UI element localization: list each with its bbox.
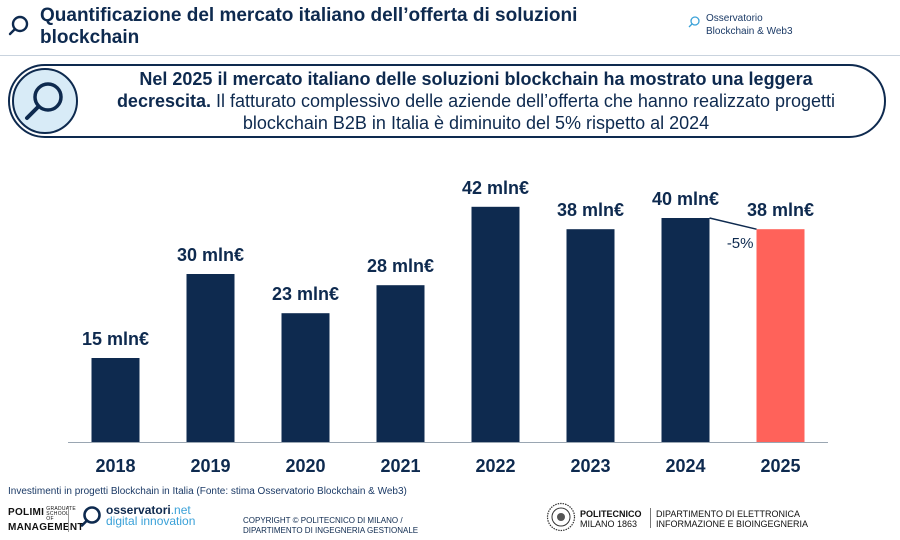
change-annotation: -5% bbox=[727, 235, 754, 252]
x-tick-2021: 2021 bbox=[380, 456, 420, 476]
change-connector bbox=[709, 217, 757, 230]
data-label-2021: 28 mln€ bbox=[367, 256, 434, 276]
bar-2024 bbox=[661, 218, 710, 442]
politecnico-seal-icon bbox=[546, 502, 576, 532]
insight-icon-badge bbox=[12, 68, 78, 134]
insight-text: Nel 2025 il mercato italiano delle soluz… bbox=[96, 68, 856, 134]
data-label-2020: 23 mln€ bbox=[272, 284, 339, 304]
search-icon bbox=[25, 82, 63, 120]
observatory-brand: Osservatorio Blockchain & Web3 bbox=[688, 12, 793, 38]
bar-2023 bbox=[566, 229, 615, 442]
insight-banner bbox=[8, 64, 886, 138]
osservatori-name: osservatori bbox=[106, 503, 171, 517]
data-label-2025: 38 mln€ bbox=[747, 200, 814, 220]
footer-divider-2 bbox=[650, 508, 651, 528]
magnifier-logo-icon bbox=[8, 15, 29, 36]
copyright-line2: DIPARTIMENTO DI INGEGNERIA GESTIONALE bbox=[243, 526, 419, 535]
politecnico-name: POLITECNICO MILANO 1863 bbox=[580, 509, 642, 529]
bar-2018 bbox=[91, 358, 140, 442]
bar-chart: 15 mln€ 2018 30 mln€ 2019 23 mln€ 2020 28 mln€… bbox=[68, 178, 828, 476]
x-tick-2025: 2025 bbox=[760, 456, 800, 476]
header-divider bbox=[0, 55, 900, 56]
bar-2019 bbox=[186, 274, 235, 442]
brand-name-line1: Osservatorio bbox=[706, 13, 763, 24]
x-tick-2020: 2020 bbox=[285, 456, 325, 476]
bar-2022 bbox=[471, 206, 520, 442]
copyright-line1: COPYRIGHT © POLITECNICO DI MILANO / bbox=[243, 516, 403, 525]
copyright-notice: COPYRIGHT © POLITECNICO DI MILANO / DIPA… bbox=[243, 516, 418, 536]
department-name: DIPARTIMENTO DI ELETTRONICA INFORMAZIONE… bbox=[656, 509, 808, 529]
polimi-logo-small: GRADUATE SCHOOL OF bbox=[46, 506, 77, 522]
department-line2: INFORMAZIONE E BIOINGEGNERIA bbox=[656, 519, 809, 529]
insight-body: Il fatturato complessivo delle aziende d… bbox=[211, 91, 836, 133]
osservatori-logo: osservatori.net digital innovation bbox=[80, 503, 196, 528]
x-tick-2024: 2024 bbox=[665, 456, 705, 476]
osservatori-logo-icon bbox=[80, 506, 101, 527]
brand-name-line2: Blockchain & Web3 bbox=[706, 26, 793, 37]
department-line1: DIPARTIMENTO DI ELETTRONICA bbox=[656, 509, 801, 519]
politecnico-line1: POLITECNICO bbox=[580, 509, 642, 519]
polimi-logo-line2: MANAGEMENT bbox=[8, 522, 84, 533]
data-label-2022: 42 mln€ bbox=[462, 178, 529, 198]
data-label-2019: 30 mln€ bbox=[177, 245, 244, 265]
politecnico-line2: MILANO 1863 bbox=[580, 519, 638, 529]
chart-caption: Investimenti in progetti Blockchain in I… bbox=[8, 486, 407, 497]
bar-2020 bbox=[281, 313, 330, 442]
polimi-logo: POLIMI GRADUATE SCHOOL OF MANAGEMENT bbox=[8, 506, 84, 534]
observatory-logo-icon bbox=[688, 16, 700, 28]
x-tick-2019: 2019 bbox=[190, 456, 230, 476]
data-label-2018: 15 mln€ bbox=[82, 329, 149, 349]
data-label-2023: 38 mln€ bbox=[557, 200, 624, 220]
x-tick-2022: 2022 bbox=[475, 456, 515, 476]
insight-headline: Nel 2025 il mercato italiano delle soluz… bbox=[116, 69, 813, 111]
page-title: Quantificazione del mercato italiano del… bbox=[40, 5, 578, 48]
footer-divider bbox=[68, 506, 69, 532]
bar-2025 bbox=[756, 229, 805, 442]
data-label-2024: 40 mln€ bbox=[652, 189, 719, 209]
osservatori-tagline: digital innovation bbox=[106, 514, 196, 528]
osservatori-domain: .net bbox=[170, 503, 191, 517]
bar-2021 bbox=[376, 285, 425, 442]
polimi-logo-line1: POLIMI bbox=[8, 507, 45, 518]
x-tick-2023: 2023 bbox=[570, 456, 610, 476]
x-tick-2018: 2018 bbox=[95, 456, 135, 476]
